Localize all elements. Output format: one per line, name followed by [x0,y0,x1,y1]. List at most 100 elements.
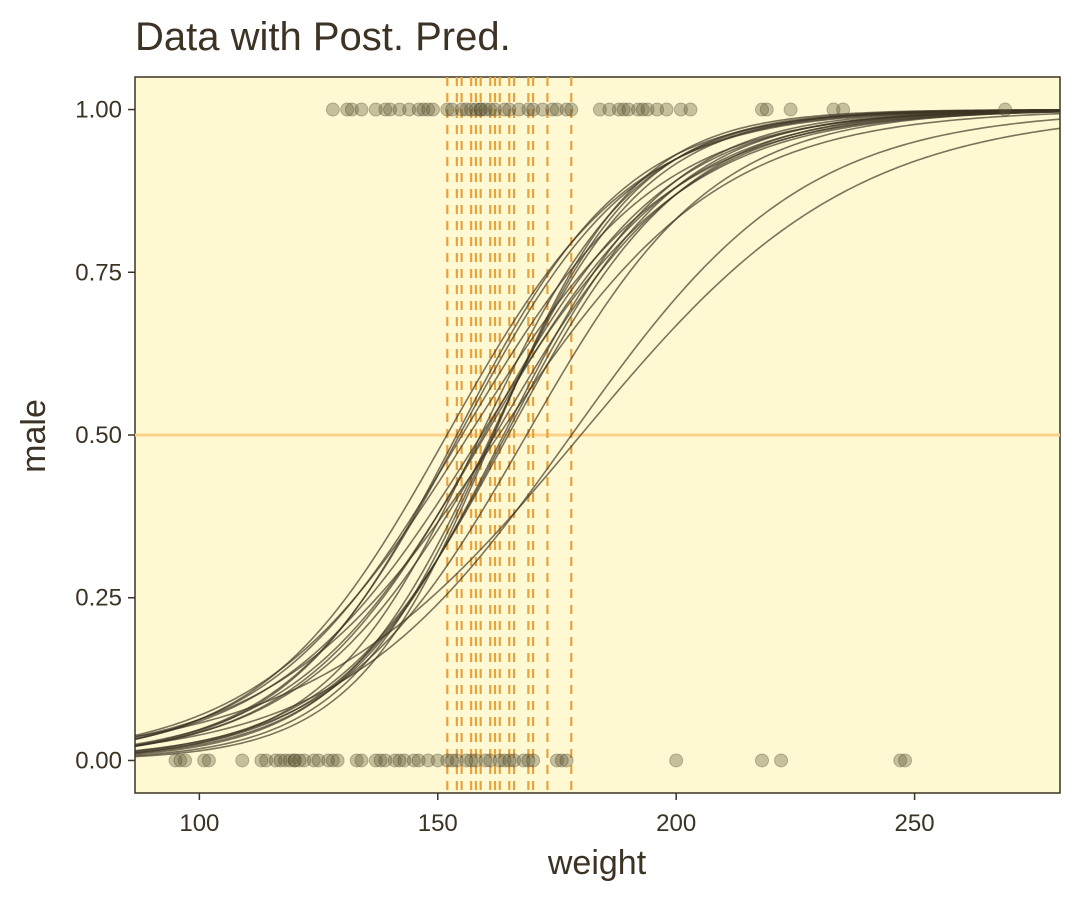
y-axis-label: male [15,399,53,473]
data-point-female [459,753,474,768]
data-point-male [683,102,698,117]
posterior-curve [134,110,1061,737]
data-point-female [521,753,536,768]
y-tick-label: 0.25 [75,585,122,612]
data-point-male [368,102,383,117]
data-point-female [254,753,269,768]
data-point-male [640,102,655,117]
data-point-layer [168,102,1013,768]
data-point-female [893,753,908,768]
data-point-female [268,753,283,768]
data-point-female [554,753,569,768]
data-point-male [468,102,483,117]
data-point-male [464,102,479,117]
data-point-female [549,753,564,768]
data-point-female [669,753,684,768]
data-point-female [502,753,517,768]
data-point-male [836,102,851,117]
data-point-male [631,102,646,117]
data-point-male [659,102,674,117]
data-point-female [492,753,507,768]
data-point-female [325,753,340,768]
data-point-male [611,102,626,117]
data-point-female [478,753,493,768]
data-point-male [616,102,631,117]
x-tick-label: 250 [895,810,935,837]
data-point-male [487,102,502,117]
data-point-female [349,753,364,768]
data-point-female [321,753,336,768]
data-point-male [483,102,498,117]
data-point-female [168,753,183,768]
x-tick-label: 150 [418,810,458,837]
data-point-male [635,102,650,117]
data-point-male [421,102,436,117]
data-point-female [259,753,274,768]
data-point-male [445,102,460,117]
data-point-female [392,753,407,768]
posterior-curve [134,110,1061,747]
data-point-male [650,102,665,117]
data-point-male [549,102,564,117]
data-point-male [754,102,769,117]
data-point-female [387,753,402,768]
data-point-female [306,753,321,768]
data-point-female [483,753,498,768]
data-point-male [559,102,574,117]
data-point-female [497,753,512,768]
data-point-male [497,102,512,117]
data-point-male [783,102,798,117]
data-point-male [344,102,359,117]
data-point-female [278,753,293,768]
data-point-male [826,102,841,117]
data-point-female [197,753,212,768]
x-axis: 100 150 200 250 [179,793,935,837]
data-point-female [507,753,522,768]
data-point-female [449,753,464,768]
data-point-female [406,753,421,768]
data-point-female [464,753,479,768]
data-point-female [754,753,769,768]
posterior-curve [134,110,1061,752]
data-point-male [526,102,541,117]
data-point-female [201,753,216,768]
data-point-female [378,753,393,768]
data-point-male [473,102,488,117]
data-point-male [383,102,398,117]
data-point-female [430,753,445,768]
data-point-female [282,753,297,768]
data-point-female [440,753,455,768]
data-point-female [526,753,541,768]
data-point-female [516,753,531,768]
data-point-female [368,753,383,768]
data-point-female [559,753,574,768]
data-point-male [759,102,774,117]
posterior-curve [134,112,1061,738]
data-point-male [459,102,474,117]
data-point-male [545,102,560,117]
y-tick-label: 1.00 [75,97,122,124]
data-point-female [421,753,436,768]
data-point-female [468,753,483,768]
data-point-male [502,102,517,117]
data-point-male [478,102,493,117]
posterior-curve [134,109,1061,747]
data-point-female [373,753,388,768]
data-point-female [273,753,288,768]
data-point-male [473,102,488,117]
data-point-female [445,753,460,768]
data-point-male [454,102,469,117]
posterior-curve [134,127,1061,738]
x-axis-label: weight [547,844,647,882]
data-point-male [402,102,417,117]
data-point-male [592,102,607,117]
data-point-female [292,753,307,768]
y-tick-label: 0.75 [75,259,122,286]
data-point-female [287,753,302,768]
data-point-male [621,102,636,117]
data-point-male [411,102,426,117]
y-tick-label: 0.00 [75,747,122,774]
data-point-female [297,753,312,768]
data-point-male [998,102,1013,117]
